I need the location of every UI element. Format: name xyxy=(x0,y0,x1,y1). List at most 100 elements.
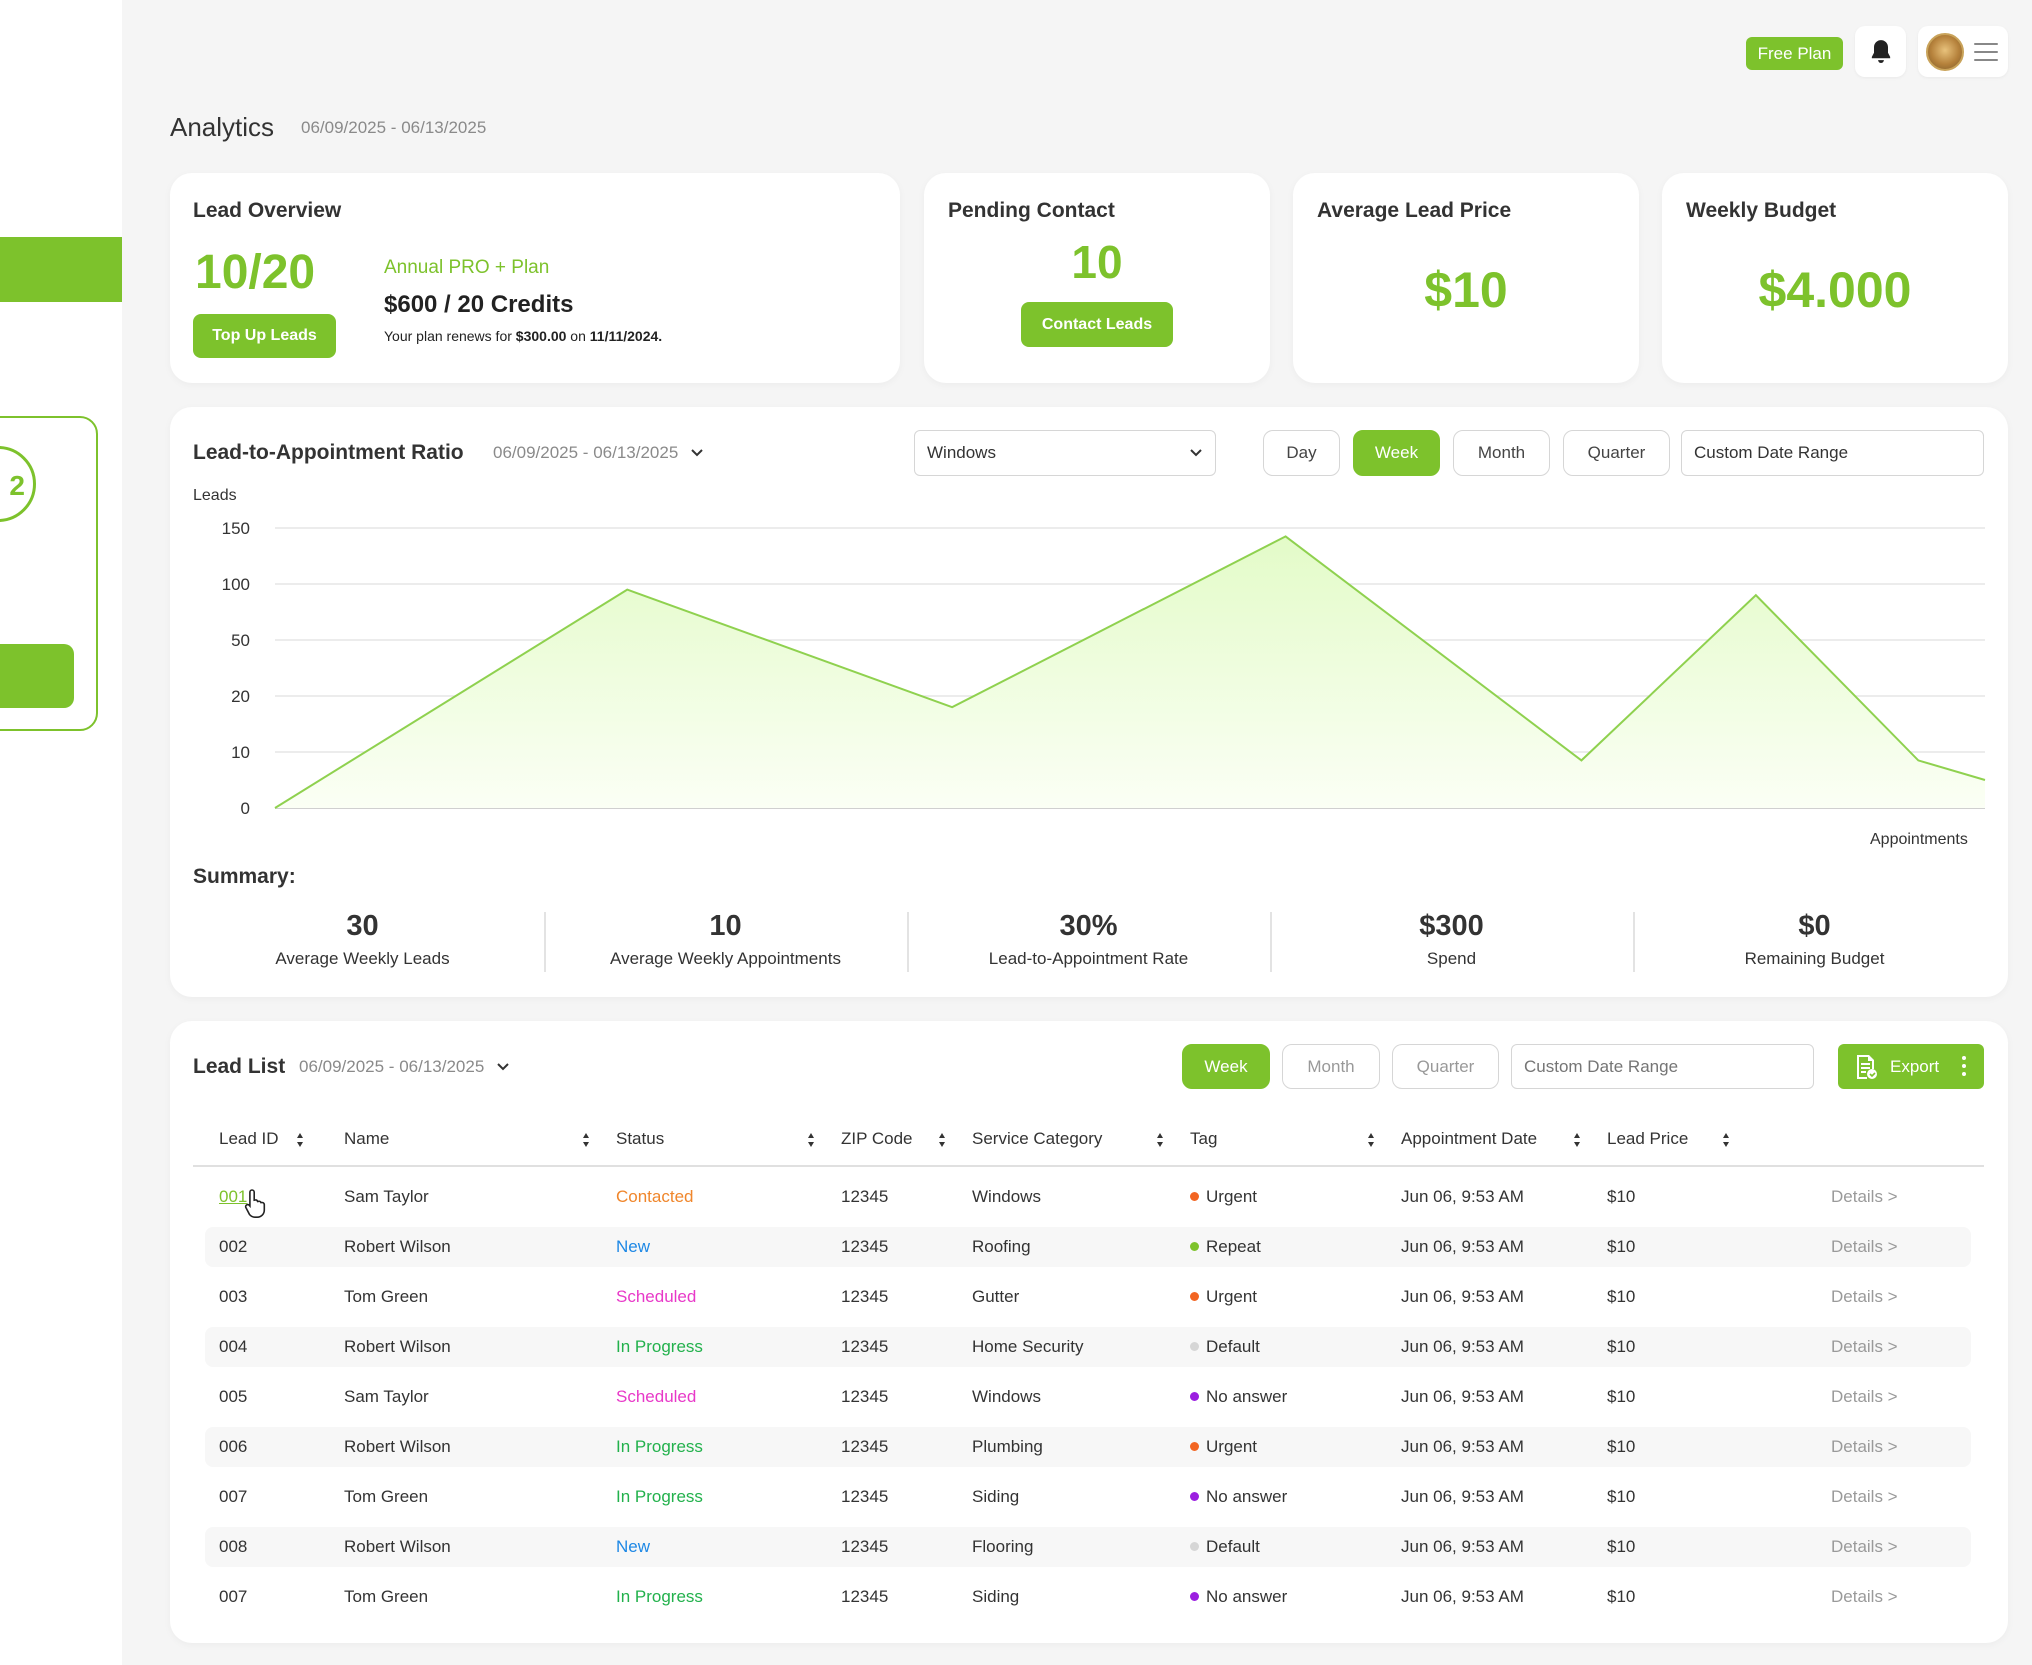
summary-item: 30 Average Weekly Leads xyxy=(181,910,544,969)
lead-list-tab-quarter[interactable]: Quarter xyxy=(1392,1044,1499,1089)
plan-renewal-text: Your plan renews for $300.00 on 11/11/20… xyxy=(384,328,662,344)
ratio-tab-week[interactable]: Week xyxy=(1353,430,1440,476)
name-cell: Tom Green xyxy=(344,1487,429,1506)
summary-title: Summary: xyxy=(193,865,296,888)
zip-cell: 12345 xyxy=(841,1287,889,1306)
sort-icon[interactable] xyxy=(295,1130,305,1150)
ratio-date-range[interactable]: 06/09/2025 - 06/13/2025 xyxy=(493,443,704,463)
column-header-lead-price[interactable]: Lead Price xyxy=(1607,1129,1689,1148)
details-link[interactable]: Details > xyxy=(1831,1287,1898,1306)
details-link[interactable]: Details > xyxy=(1831,1337,1898,1356)
lead-list-tab-week[interactable]: Week xyxy=(1182,1044,1270,1089)
appointment-date-cell: Jun 06, 9:53 AM xyxy=(1401,1287,1524,1306)
tag-label: No answer xyxy=(1206,1487,1288,1506)
appointment-date-cell: Jun 06, 9:53 AM xyxy=(1401,1187,1524,1206)
contact-leads-button[interactable]: Contact Leads xyxy=(1021,302,1173,347)
table-row[interactable]: 008 Robert Wilson New 12345 Flooring Default J… xyxy=(205,1527,1971,1567)
renewal-date: 11/11/2024. xyxy=(589,328,663,344)
sort-icon[interactable] xyxy=(937,1130,947,1150)
plan-name: Annual PRO + Plan xyxy=(384,257,550,278)
sidebar: 2 xyxy=(0,0,122,1665)
summary-label: Lead-to-Appointment Rate xyxy=(988,949,1189,968)
table-row[interactable]: 004 Robert Wilson In Progress 12345 Home Sec… xyxy=(205,1327,1971,1367)
category-select[interactable]: Windows xyxy=(914,430,1216,476)
table-row[interactable]: 002 Robert Wilson New 12345 Roofing Repeat Jun… xyxy=(205,1227,1971,1267)
column-header-tag[interactable]: Tag xyxy=(1190,1129,1218,1148)
tag-cell: Urgent xyxy=(1190,1427,1257,1467)
page-title: Analytics xyxy=(170,112,275,142)
y-axis-label: Leads xyxy=(193,487,237,504)
plan-badge[interactable]: Free Plan xyxy=(1746,37,1843,70)
lead-list-custom-date-range-input[interactable] xyxy=(1511,1044,1814,1089)
service-category-cell: Siding xyxy=(972,1587,1020,1606)
details-link[interactable]: Details > xyxy=(1831,1487,1898,1506)
sort-icon[interactable] xyxy=(1155,1130,1165,1150)
ratio-custom-date-range[interactable]: Custom Date Range xyxy=(1681,430,1984,476)
name-cell: Robert Wilson xyxy=(344,1337,451,1356)
column-header-zip-code[interactable]: ZIP Code xyxy=(841,1129,913,1148)
column-header-status[interactable]: Status xyxy=(616,1129,665,1148)
notifications-button[interactable] xyxy=(1855,26,1906,77)
y-tick-label: 50 xyxy=(231,631,250,650)
ratio-tab-month[interactable]: Month xyxy=(1453,430,1550,476)
tag-cell: No answer xyxy=(1190,1477,1287,1517)
details-link[interactable]: Details > xyxy=(1831,1237,1898,1256)
lead-overview-title: Lead Overview xyxy=(193,199,342,222)
sidebar-promo-button[interactable] xyxy=(0,644,74,708)
table-row[interactable]: 007 Tom Green In Progress 12345 Siding No ans… xyxy=(205,1577,1971,1617)
lead-price-cell: $10 xyxy=(1607,1387,1636,1406)
weekly-budget-value: $4.000 xyxy=(1758,262,1912,318)
more-vertical-icon[interactable] xyxy=(1962,1056,1966,1076)
zip-cell: 12345 xyxy=(841,1437,889,1456)
user-menu-button[interactable] xyxy=(1918,26,2008,77)
table-row[interactable]: 003 Tom Green Scheduled 12345 Gutter Urgent Ju… xyxy=(205,1277,1971,1317)
sort-icon[interactable] xyxy=(1366,1130,1376,1150)
table-row[interactable]: 001 Sam Taylor Contacted 12345 Windows Urgent… xyxy=(205,1177,1971,1217)
table-row[interactable]: 007 Tom Green In Progress 12345 Siding No ans… xyxy=(205,1477,1971,1517)
status-cell: In Progress xyxy=(616,1437,703,1456)
column-header-service-category[interactable]: Service Category xyxy=(972,1129,1103,1148)
ratio-tab-day[interactable]: Day xyxy=(1263,430,1340,476)
sidebar-active-item[interactable] xyxy=(0,237,122,302)
summary-divider xyxy=(544,912,546,972)
zip-cell: 12345 xyxy=(841,1387,889,1406)
appointment-date-cell: Jun 06, 9:53 AM xyxy=(1401,1587,1524,1606)
lead-id-cell[interactable]: 001 xyxy=(219,1187,248,1206)
summary-divider xyxy=(1270,912,1272,972)
tag-dot-icon xyxy=(1190,1342,1199,1352)
sort-icon[interactable] xyxy=(1572,1130,1582,1150)
sort-icon[interactable] xyxy=(581,1130,591,1150)
details-link[interactable]: Details > xyxy=(1831,1387,1898,1406)
weekly-budget-title: Weekly Budget xyxy=(1686,199,1837,222)
lead-id-cell: 002 xyxy=(219,1237,248,1256)
details-link[interactable]: Details > xyxy=(1831,1437,1898,1456)
table-row[interactable]: 005 Sam Taylor Scheduled 12345 Windows No ans… xyxy=(205,1377,1971,1417)
tag-dot-icon xyxy=(1190,1542,1199,1552)
column-header-lead-id[interactable]: Lead ID xyxy=(219,1129,279,1148)
column-header-appointment-date[interactable]: Appointment Date xyxy=(1401,1129,1538,1148)
ratio-tab-quarter[interactable]: Quarter xyxy=(1563,430,1670,476)
lead-list-date-range[interactable]: 06/09/2025 - 06/13/2025 xyxy=(299,1057,510,1077)
y-tick-label: 0 xyxy=(241,799,250,818)
summary-label: Average Weekly Leads xyxy=(275,949,450,968)
service-category-cell: Roofing xyxy=(972,1237,1031,1256)
hand-cursor-icon xyxy=(244,1189,266,1218)
details-link[interactable]: Details > xyxy=(1831,1537,1898,1556)
export-button[interactable]: Export xyxy=(1838,1044,1984,1089)
name-cell: Robert Wilson xyxy=(344,1537,451,1556)
y-tick-label: 20 xyxy=(231,687,250,706)
sort-icon[interactable] xyxy=(1721,1130,1731,1150)
table-row[interactable]: 006 Robert Wilson In Progress 12345 Plumbing… xyxy=(205,1427,1971,1467)
tag-dot-icon xyxy=(1190,1592,1199,1602)
sort-icon[interactable] xyxy=(806,1130,816,1150)
details-link[interactable]: Details > xyxy=(1831,1187,1898,1206)
top-up-leads-button[interactable]: Top Up Leads xyxy=(193,314,336,358)
summary-label: Remaining Budget xyxy=(1744,949,1885,968)
column-header-name[interactable]: Name xyxy=(344,1129,390,1148)
plan-price: $600 / 20 Credits xyxy=(384,291,574,318)
details-link[interactable]: Details > xyxy=(1831,1587,1898,1606)
x-axis-label: Appointments xyxy=(1870,831,1968,848)
lead-list-tab-month[interactable]: Month xyxy=(1282,1044,1380,1089)
lead-overview-card: Lead Overview 10/20 Top Up Leads Annual … xyxy=(170,173,900,383)
